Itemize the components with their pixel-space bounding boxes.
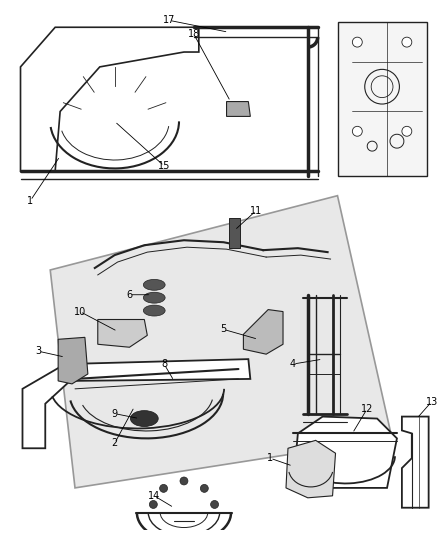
Polygon shape: [229, 219, 240, 248]
Text: 6: 6: [127, 290, 133, 300]
Circle shape: [211, 500, 219, 508]
Ellipse shape: [131, 410, 158, 426]
Polygon shape: [50, 196, 392, 488]
Polygon shape: [402, 417, 429, 508]
Text: 13: 13: [425, 397, 438, 407]
Polygon shape: [244, 310, 283, 354]
Polygon shape: [286, 440, 336, 498]
Ellipse shape: [143, 305, 165, 316]
Ellipse shape: [143, 279, 165, 290]
Text: 2: 2: [112, 438, 118, 448]
Text: 10: 10: [74, 306, 86, 317]
Polygon shape: [98, 319, 147, 347]
Text: 5: 5: [220, 325, 227, 334]
Circle shape: [402, 37, 412, 47]
Circle shape: [402, 126, 412, 136]
Circle shape: [352, 126, 362, 136]
Text: 15: 15: [158, 161, 170, 171]
Polygon shape: [226, 102, 251, 116]
Polygon shape: [58, 337, 88, 384]
Text: 8: 8: [161, 359, 167, 369]
Text: 17: 17: [163, 15, 175, 26]
Text: 12: 12: [361, 403, 374, 414]
Circle shape: [352, 37, 362, 47]
Polygon shape: [22, 359, 251, 448]
Circle shape: [159, 484, 168, 492]
Polygon shape: [338, 22, 427, 176]
Polygon shape: [293, 417, 397, 488]
Text: 9: 9: [112, 409, 118, 418]
Text: 3: 3: [35, 346, 42, 356]
Text: 1: 1: [27, 196, 33, 206]
Circle shape: [180, 477, 188, 485]
Circle shape: [200, 484, 208, 492]
Ellipse shape: [143, 292, 165, 303]
Circle shape: [149, 500, 157, 508]
Polygon shape: [21, 27, 199, 171]
Text: 14: 14: [148, 491, 160, 501]
Text: 4: 4: [290, 359, 296, 369]
Text: 1: 1: [267, 453, 273, 463]
Text: 11: 11: [250, 206, 262, 215]
Text: 18: 18: [188, 29, 200, 39]
